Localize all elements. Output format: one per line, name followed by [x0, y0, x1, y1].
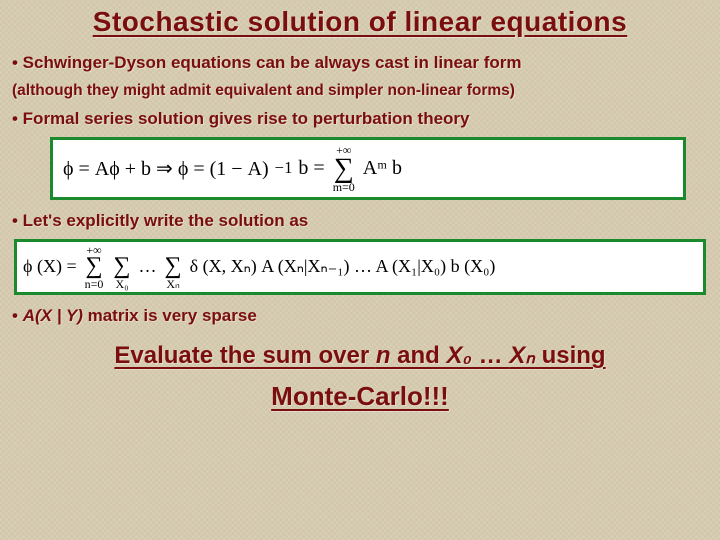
bullet-sparse-post: matrix is very sparse	[83, 306, 257, 325]
cta-b: and	[391, 342, 447, 369]
eq1-rhs: Aᵐ b	[363, 157, 402, 180]
eq1-inv: −1	[275, 158, 293, 178]
eq2-sum1-bot: n=0	[85, 278, 104, 290]
cta-n: n	[376, 342, 391, 369]
sigma-icon: ∑	[113, 256, 130, 278]
cta-monte-carlo: Monte-Carlo!!!	[271, 381, 449, 411]
bullet-schwinger: • Schwinger-Dyson equations can be alway…	[12, 52, 708, 75]
bullet-sparse: • A(X | Y) matrix is very sparse	[12, 305, 708, 328]
eq2-lhs: ϕ (X) =	[23, 256, 77, 277]
eq2-body: δ (X, Xₙ) A (Xₙ|Xₙ₋₁) … A (X₁|X₀) b (X₀)	[190, 256, 496, 277]
eq2-sum-n: +∞ ∑ n=0	[85, 244, 104, 290]
eq2-sum-x0: ∑ X₀	[113, 244, 130, 290]
eq1-sum: +∞ ∑ m=0	[333, 144, 355, 193]
eq2-sum-xn: ∑ Xₙ	[165, 244, 182, 290]
bullet-sparse-pre: •	[12, 306, 23, 325]
eq1-mid: b =	[298, 157, 324, 180]
cta-x0: X₀	[447, 342, 472, 369]
cta-c: …	[472, 342, 509, 369]
sigma-icon: ∑	[334, 156, 354, 181]
bullet-schwinger-note: (although they might admit equivalent an…	[12, 81, 708, 102]
sigma-icon: ∑	[85, 256, 102, 278]
equation-explicit: ϕ (X) = +∞ ∑ n=0 ∑ X₀ … ∑ Xₙ δ (X, Xₙ) A…	[14, 239, 706, 295]
equation-series: ϕ = Aϕ + b ⇒ ϕ = (1 − A)−1 b = +∞ ∑ m=0 …	[50, 137, 686, 200]
call-to-action: Evaluate the sum over n and X₀ … Xₙ usin…	[10, 337, 710, 417]
slide-title: Stochastic solution of linear equations	[10, 6, 710, 38]
eq1-lhs: ϕ = Aϕ + b ⇒ ϕ = (1 − A)	[63, 156, 269, 181]
bullet-explicit: • Let's explicitly write the solution as	[12, 210, 708, 233]
cta-xn: Xₙ	[509, 342, 535, 369]
eq1-sum-bot: m=0	[333, 181, 355, 193]
eq2-dots: …	[139, 256, 157, 277]
bullet-formal-series: • Formal series solution gives rise to p…	[12, 108, 708, 131]
cta-d: using	[535, 342, 606, 369]
matrix-symbol: A(X | Y)	[23, 306, 83, 325]
cta-a: Evaluate the sum over	[114, 342, 375, 369]
eq2-sum3-bot: Xₙ	[166, 278, 179, 290]
sigma-icon: ∑	[165, 256, 182, 278]
eq2-sum2-bot: X₀	[116, 278, 129, 290]
